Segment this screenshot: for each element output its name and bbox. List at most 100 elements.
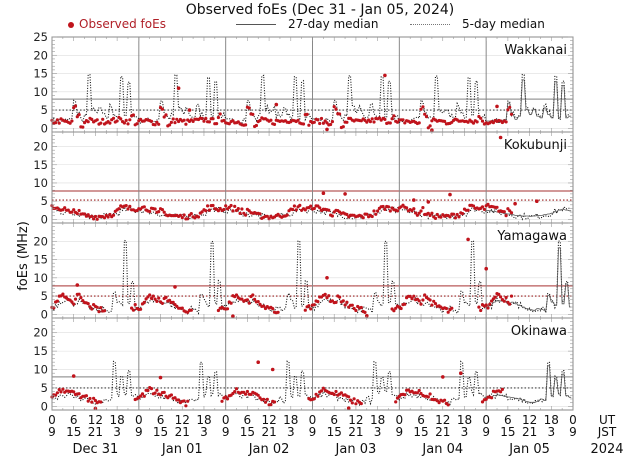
observed-point (135, 122, 139, 126)
observed-point (99, 400, 103, 404)
observed-point (312, 303, 316, 307)
observed-point (160, 107, 164, 111)
observed-point (477, 305, 481, 309)
observed-point (231, 119, 235, 123)
observed-point (131, 308, 135, 312)
observed-point (368, 120, 372, 124)
observed-point (339, 391, 343, 395)
x-tick-label-ut: 0 (135, 413, 143, 427)
day-label: Jan 04 (421, 442, 463, 457)
median-27day-line (486, 209, 572, 217)
ut-label: UT (599, 413, 616, 427)
observed-point (206, 204, 210, 208)
observed-point (372, 120, 376, 124)
observed-point (423, 112, 427, 116)
observed-point (435, 212, 439, 217)
observed-point (149, 119, 154, 123)
observed-point (224, 204, 228, 208)
observed-point (191, 119, 195, 123)
observed-point (334, 389, 338, 394)
observed-point (466, 120, 470, 124)
observed-point (128, 204, 132, 208)
observed-point (347, 395, 351, 399)
observed-point (346, 406, 351, 411)
observed-point (142, 300, 146, 304)
observed-point (176, 86, 181, 90)
x-tick-label-ut: 12 (261, 413, 276, 427)
observed-point (269, 118, 273, 122)
observed-point (269, 403, 273, 407)
observed-point (73, 297, 78, 301)
observed-point (162, 210, 166, 214)
observed-point (234, 387, 239, 391)
observed-point (204, 116, 208, 121)
x-tick-label-jst: 15 (413, 425, 428, 439)
observed-point (139, 394, 143, 398)
observed-point (325, 127, 329, 132)
observed-point (421, 105, 425, 109)
y-tick-label: 15 (33, 158, 48, 172)
observed-point (412, 294, 416, 298)
observed-point (417, 211, 421, 215)
observed-point (265, 214, 269, 218)
observed-point (173, 121, 177, 125)
observed-point (59, 390, 63, 394)
station-label: Wakkanai (504, 43, 567, 58)
observed-point (251, 112, 255, 116)
observed-point (151, 294, 155, 298)
observed-point (383, 73, 387, 78)
observed-point (75, 283, 80, 287)
observed-point (90, 400, 94, 404)
x-tick-label-jst: 21 (175, 425, 190, 439)
observed-point (332, 105, 336, 109)
observed-point (222, 118, 226, 123)
observed-point (419, 302, 423, 306)
x-tick-label-ut: 6 (330, 413, 338, 427)
observed-point (186, 217, 190, 221)
y-tick-label: 20 (33, 48, 48, 62)
observed-point (471, 204, 476, 208)
observed-point (428, 392, 432, 396)
observed-point (285, 213, 289, 217)
y-tick-label: 15 (33, 344, 48, 358)
x-tick-label-ut: 6 (417, 413, 425, 427)
observed-point (77, 292, 81, 296)
observed-point (504, 214, 508, 218)
observed-point (399, 306, 403, 311)
observed-point (433, 216, 438, 220)
observed-point (334, 300, 338, 304)
x-tick-label-jst: 21 (348, 425, 363, 439)
year-label: 2024 (590, 442, 623, 457)
observed-point (229, 301, 233, 305)
observed-point (466, 237, 470, 242)
observed-point (388, 121, 392, 125)
median-27day-line (486, 365, 572, 403)
observed-point (504, 295, 508, 300)
observed-point (383, 117, 387, 121)
observed-point (262, 397, 266, 401)
observed-point (374, 212, 378, 216)
observed-point (318, 206, 322, 210)
observed-point (164, 113, 168, 117)
x-tick-label-jst: 9 (135, 425, 143, 439)
observed-point (249, 392, 253, 396)
observed-point (372, 209, 376, 213)
observed-point (417, 299, 421, 303)
observed-point (245, 298, 249, 302)
observed-point (480, 119, 485, 123)
observed-point (160, 301, 164, 305)
observed-point (75, 212, 79, 216)
observed-point (403, 121, 407, 125)
observed-point (247, 301, 251, 305)
panel-kokubunji: 0 5 10 15 20 Kokubunji (33, 131, 574, 226)
observed-point (77, 113, 81, 117)
x-tick-label-jst: 9 (222, 425, 230, 439)
observed-point (403, 393, 407, 397)
y-tick-label: 5 (41, 289, 48, 303)
observed-point (124, 204, 128, 208)
x-tick-label-jst: 3 (547, 425, 555, 439)
observed-point (352, 397, 356, 401)
observed-point (457, 215, 461, 219)
legend-27day-label: 27-day median (288, 17, 379, 31)
observed-point (345, 120, 349, 124)
